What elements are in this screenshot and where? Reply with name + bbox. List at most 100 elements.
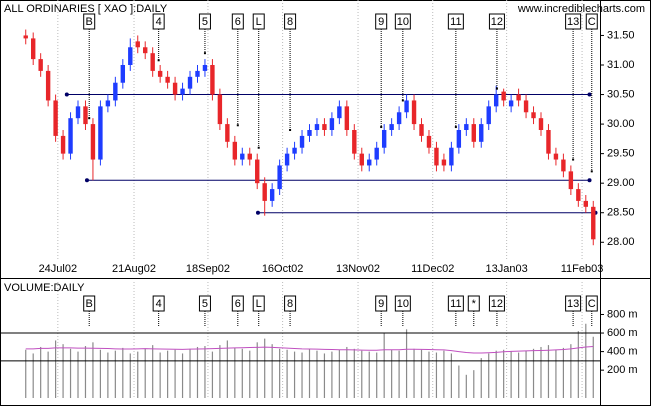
volume-marker-box xyxy=(83,295,96,312)
marker-tip xyxy=(380,126,383,129)
marker-label: 12 xyxy=(491,16,503,28)
volume-marker-label: 12 xyxy=(491,298,503,310)
volume-marker-box xyxy=(252,295,265,312)
candle-body xyxy=(90,124,96,160)
candle-body xyxy=(157,70,163,77)
marker-label: 11 xyxy=(450,16,461,28)
level-end xyxy=(84,178,89,183)
candle-body xyxy=(583,200,588,207)
candle-body xyxy=(381,130,387,148)
volume-marker-label: 6 xyxy=(235,298,241,310)
volume-marker-label: 9 xyxy=(378,298,384,310)
candle-body xyxy=(501,91,506,101)
volume-marker-label: * xyxy=(472,298,477,310)
volume-marker-label: 4 xyxy=(156,298,162,310)
volume-marker-box xyxy=(284,295,297,312)
candle-body xyxy=(359,153,364,166)
candle-body xyxy=(299,135,305,148)
candle-body xyxy=(367,159,372,166)
level-end xyxy=(587,92,592,97)
y-tick-label: 31.50 xyxy=(607,29,635,41)
candle-body xyxy=(202,65,208,71)
volume-marker-label: C xyxy=(588,298,596,310)
y-tick-label: 31.00 xyxy=(607,59,635,71)
candle-body xyxy=(516,94,521,101)
candle-body xyxy=(344,106,350,130)
volume-marker-box xyxy=(198,295,211,312)
candle-body xyxy=(143,47,148,54)
marker-box xyxy=(231,13,244,30)
marker-tip xyxy=(454,126,457,129)
candle-body xyxy=(493,94,499,107)
marker-box xyxy=(152,13,165,30)
y-tick-label: 29.00 xyxy=(607,177,635,189)
candle-body xyxy=(247,153,252,160)
candle-body xyxy=(307,130,312,136)
candle-body xyxy=(113,82,118,101)
marker-box xyxy=(488,13,505,30)
candle-body xyxy=(419,124,424,136)
candle-body xyxy=(210,65,215,95)
candle-body xyxy=(240,153,245,160)
y-tick-label: 30.00 xyxy=(607,118,635,130)
candle-body xyxy=(479,124,484,142)
marker-label: 9 xyxy=(378,16,384,28)
candle-body xyxy=(53,100,58,136)
candle-body xyxy=(277,165,282,190)
marker-label: 5 xyxy=(202,16,208,28)
candle-body xyxy=(486,106,491,125)
y-tick-label: 200 m xyxy=(607,364,638,376)
volume-marker-label: 13 xyxy=(567,298,579,310)
candle-body xyxy=(172,82,178,95)
candle-body xyxy=(262,183,267,201)
level-end xyxy=(64,92,69,97)
y-tick-label: 30.50 xyxy=(607,88,635,100)
candle-body xyxy=(23,35,28,39)
y-tick-label: 800 m xyxy=(607,308,638,320)
candle-body xyxy=(329,118,335,130)
candle-body xyxy=(165,76,170,83)
candle-body xyxy=(471,124,476,142)
x-tick-label: 21Aug02 xyxy=(112,263,156,275)
candle-body xyxy=(225,124,230,142)
volume-marker-label: B xyxy=(86,298,93,310)
volume-average xyxy=(25,345,594,354)
marker-box xyxy=(375,13,388,30)
marker-box xyxy=(394,13,411,30)
candle-body xyxy=(426,135,432,148)
candle-body xyxy=(314,124,320,130)
marker-label: 6 xyxy=(235,16,241,28)
marker-box xyxy=(198,13,211,30)
marker-label: 4 xyxy=(156,16,162,28)
marker-box xyxy=(447,13,464,30)
candle-body xyxy=(195,70,200,77)
candle-body xyxy=(187,76,193,89)
volume-marker-box xyxy=(467,295,480,312)
candle-body xyxy=(180,88,185,95)
marker-label: 10 xyxy=(397,16,409,28)
candle-body xyxy=(38,59,43,71)
volume-marker-label: 5 xyxy=(202,298,208,310)
marker-label: B xyxy=(86,16,93,28)
marker-box xyxy=(83,13,96,30)
marker-box xyxy=(284,13,297,30)
y-tick-label: 28.00 xyxy=(607,236,635,248)
volume-marker-box xyxy=(394,295,411,312)
candle-body xyxy=(292,147,297,154)
y-tick-label: 28.50 xyxy=(607,207,635,219)
marker-label: 13 xyxy=(567,16,579,28)
volume-marker-box xyxy=(565,295,582,312)
volume-marker-box xyxy=(585,295,598,312)
candle-body xyxy=(546,130,551,154)
volume-marker-label: 10 xyxy=(397,298,409,310)
x-tick-label: 16Oct02 xyxy=(262,263,304,275)
y-tick-label: 400 m xyxy=(607,346,638,358)
x-tick-label: 13Jan03 xyxy=(486,263,528,275)
marker-tip xyxy=(495,87,498,90)
marker-tip xyxy=(590,170,593,173)
candle-body xyxy=(553,153,559,160)
source: www.incrediblecharts.com xyxy=(517,3,645,15)
level-end xyxy=(255,210,260,215)
candle-body xyxy=(404,100,409,113)
volume-marker-label: 8 xyxy=(287,298,293,310)
